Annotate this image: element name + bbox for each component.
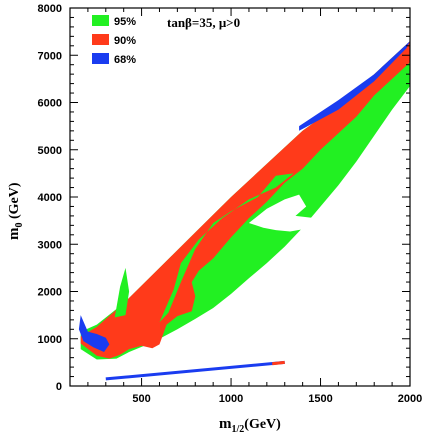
y-tick-label-5000: 5000 <box>38 145 62 157</box>
y-tick-label-3000: 3000 <box>38 239 62 251</box>
y-tick-label-8000: 8000 <box>38 3 62 15</box>
plot-area <box>78 41 410 381</box>
y-axis-label-main: m <box>6 227 22 240</box>
x-tick-label-1000: 1000 <box>219 393 243 405</box>
legend-swatch-95 <box>92 15 109 26</box>
x-axis-label-unit: (GeV) <box>244 417 281 432</box>
legend-swatch-90 <box>92 34 109 45</box>
x-tick-label-500: 500 <box>132 393 150 405</box>
y-tick-label-2000: 2000 <box>38 287 62 299</box>
y-tick-label-1000: 1000 <box>38 334 62 346</box>
y-axis-label: m0 (GeV) <box>6 182 25 240</box>
x-axis-label-main: m <box>219 416 232 432</box>
x-tick-label-1500: 1500 <box>308 393 332 405</box>
y-axis-label-unit: (GeV) <box>7 182 22 222</box>
thin-band-68 <box>105 360 285 381</box>
legend-label-68: 68% <box>114 54 136 66</box>
thin-band-90 <box>272 360 285 366</box>
region-68-low <box>78 315 110 352</box>
region-90 <box>80 41 410 359</box>
y-tick-label-4000: 4000 <box>38 192 62 204</box>
y-tick-label-0: 0 <box>56 381 62 393</box>
legend-label-90: 90% <box>114 35 136 47</box>
y-axis-label-sub: 0 <box>14 223 25 228</box>
region-95-patch-0 <box>114 267 130 318</box>
excluded-hole-0 <box>248 194 328 232</box>
legend: 95% 90% 68% <box>92 15 136 66</box>
parameter-annotation: tanβ=35, μ>0 <box>167 15 240 30</box>
legend-swatch-68 <box>92 53 109 64</box>
x-tick-label-2000: 2000 <box>398 393 422 405</box>
x-axis-label: m1/2(GeV) <box>219 416 281 435</box>
x-axis-label-sub: 1/2 <box>232 424 245 435</box>
region-68 <box>299 41 410 131</box>
y-tick-label-6000: 6000 <box>38 98 62 110</box>
axes: 500 1000 1500 2000 0 1000 2000 3000 4000 5000 6000… <box>38 3 422 405</box>
y-tick-label-7000: 7000 <box>38 50 62 62</box>
legend-label-95: 95% <box>114 16 136 28</box>
